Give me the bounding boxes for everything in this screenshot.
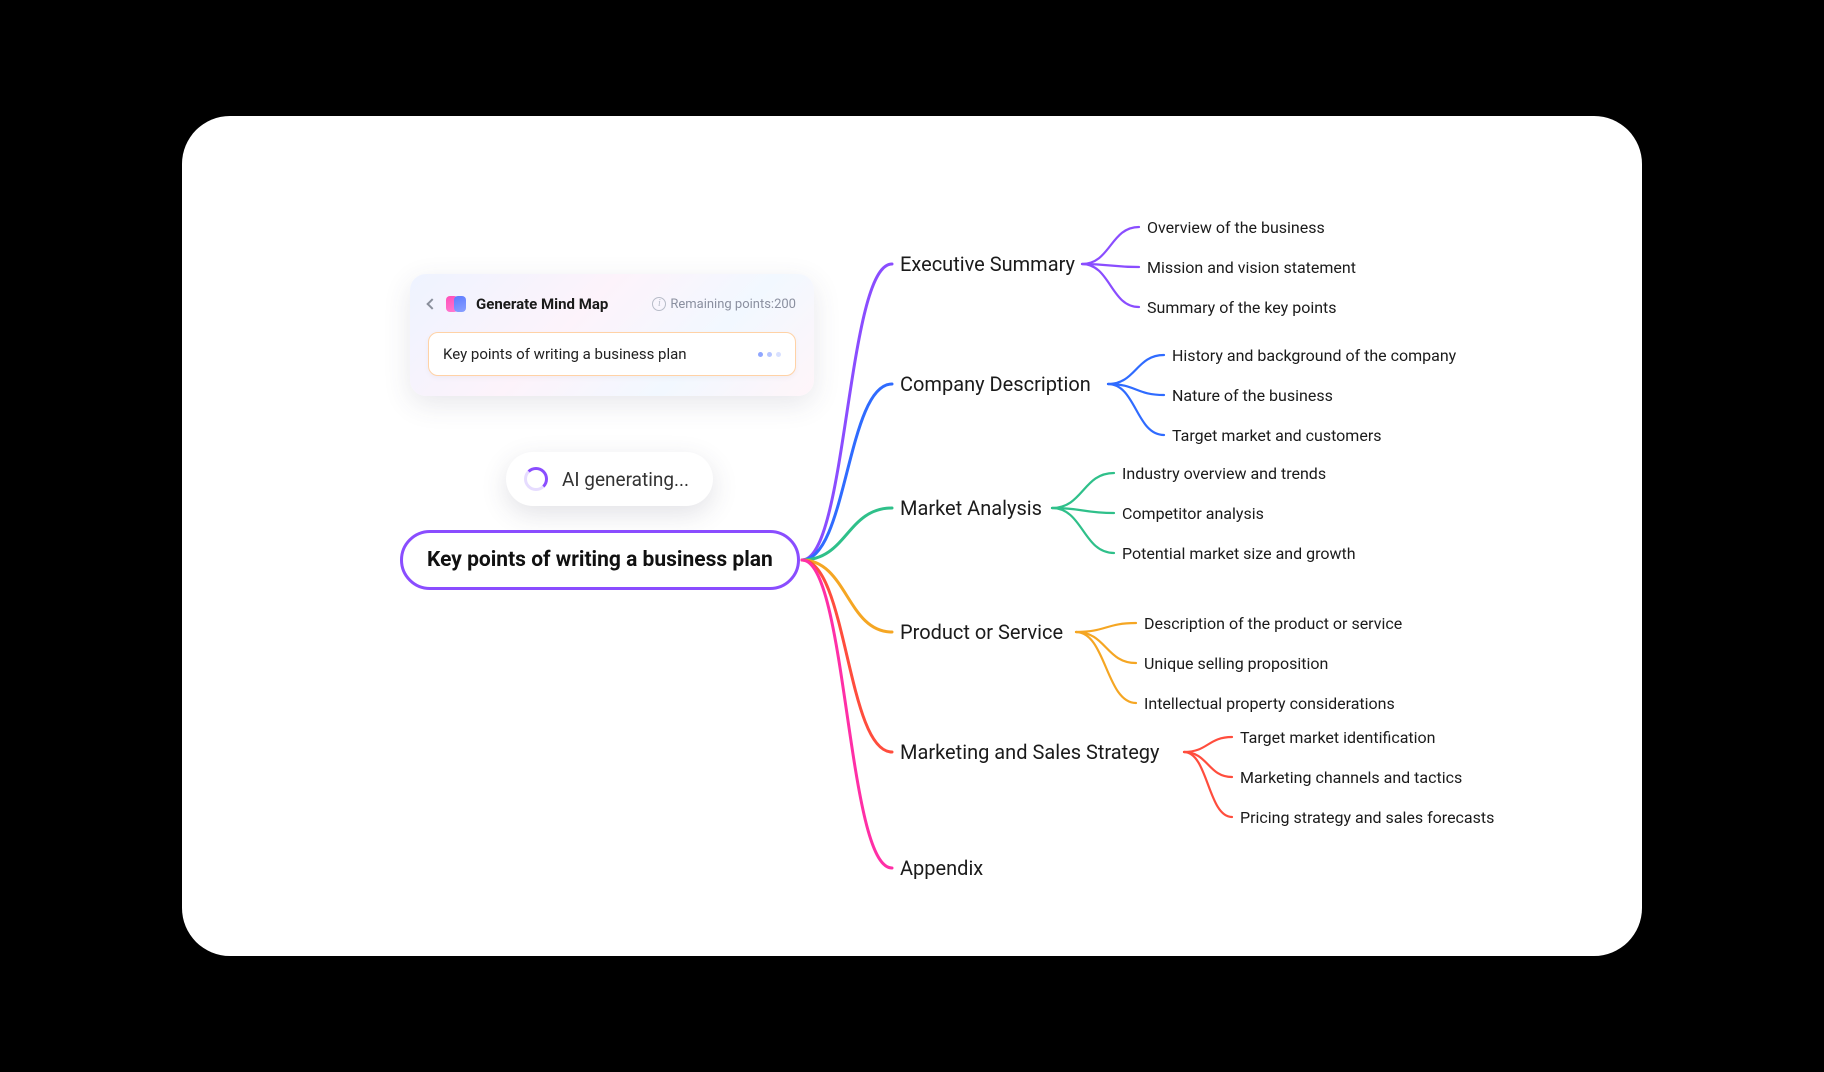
prompt-input[interactable]: Key points of writing a business plan <box>428 332 796 376</box>
ai-generating-label: AI generating... <box>562 468 689 491</box>
branch-label[interactable]: Appendix <box>900 856 983 880</box>
connector-layer <box>182 116 1642 956</box>
brand-logo-icon <box>446 294 466 314</box>
leaf-label[interactable]: Description of the product or service <box>1144 614 1402 633</box>
remaining-points: Remaining points:200 <box>652 297 796 312</box>
prompt-input-value: Key points of writing a business plan <box>443 345 758 363</box>
leaf-label[interactable]: Nature of the business <box>1172 386 1333 405</box>
remaining-points-label: Remaining points:200 <box>670 297 796 312</box>
mindmap-root-label: Key points of writing a business plan <box>427 548 773 572</box>
branch-label[interactable]: Executive Summary <box>900 252 1075 276</box>
spinner-icon <box>524 467 548 491</box>
branch-label[interactable]: Company Description <box>900 372 1091 396</box>
leaf-label[interactable]: Industry overview and trends <box>1122 464 1326 483</box>
leaf-label[interactable]: Summary of the key points <box>1147 298 1337 317</box>
ai-generating-pill: AI generating... <box>506 452 713 506</box>
leaf-label[interactable]: Target market identification <box>1240 728 1436 747</box>
leaf-label[interactable]: History and background of the company <box>1172 346 1456 365</box>
generate-panel: Generate Mind Map Remaining points:200 K… <box>410 274 814 396</box>
back-icon[interactable] <box>426 298 437 309</box>
branch-label[interactable]: Product or Service <box>900 620 1063 644</box>
leaf-label[interactable]: Intellectual property considerations <box>1144 694 1395 713</box>
branch-label[interactable]: Marketing and Sales Strategy <box>900 740 1160 764</box>
leaf-label[interactable]: Mission and vision statement <box>1147 258 1356 277</box>
leaf-label[interactable]: Potential market size and growth <box>1122 544 1356 563</box>
mindmap-root[interactable]: Key points of writing a business plan <box>400 530 800 590</box>
leaf-label[interactable]: Overview of the business <box>1147 218 1325 237</box>
panel-title: Generate Mind Map <box>476 295 608 313</box>
branch-label[interactable]: Market Analysis <box>900 496 1042 520</box>
loading-dots-icon <box>758 352 781 357</box>
canvas: { "panel": { "title": "Generate Mind Map… <box>182 116 1642 956</box>
leaf-label[interactable]: Competitor analysis <box>1122 504 1264 523</box>
leaf-label[interactable]: Target market and customers <box>1172 426 1382 445</box>
info-icon <box>652 297 666 311</box>
leaf-label[interactable]: Pricing strategy and sales forecasts <box>1240 808 1494 827</box>
leaf-label[interactable]: Unique selling proposition <box>1144 654 1328 673</box>
leaf-label[interactable]: Marketing channels and tactics <box>1240 768 1462 787</box>
